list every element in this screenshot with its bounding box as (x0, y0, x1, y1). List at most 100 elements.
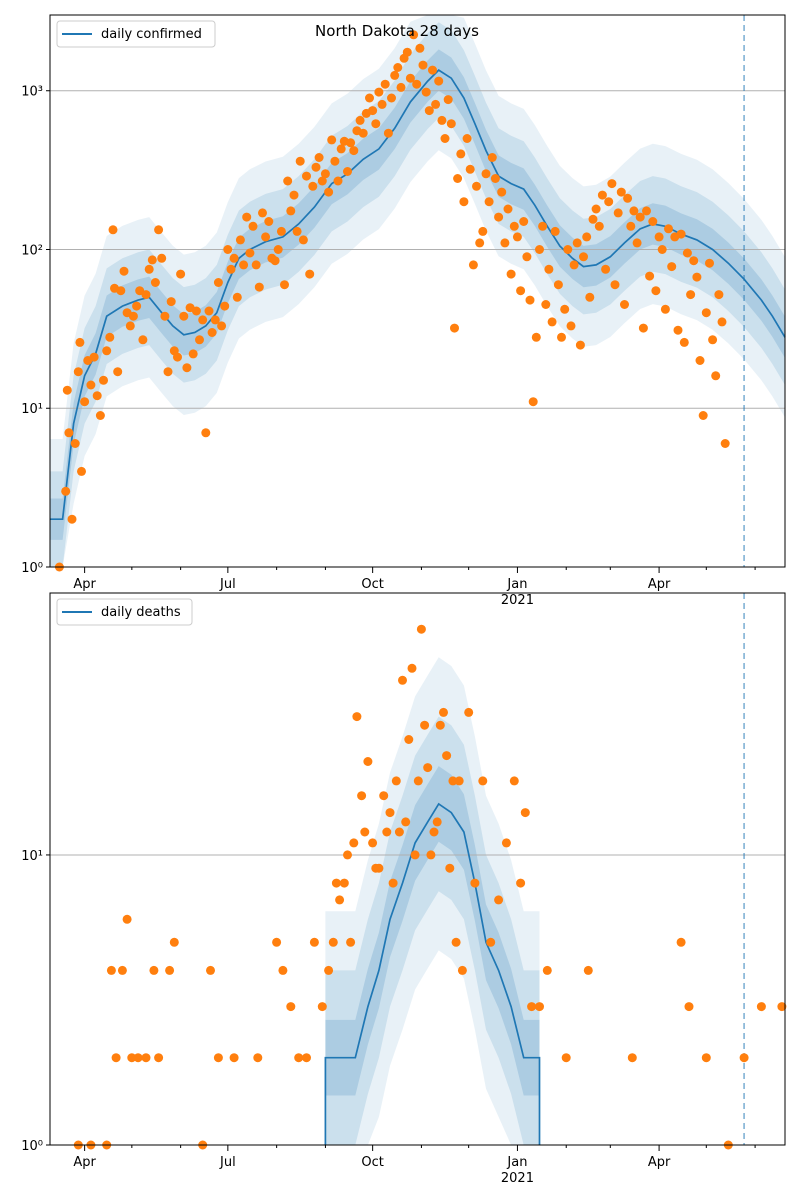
data-point (439, 707, 448, 717)
data-point (701, 308, 711, 318)
x-tick-label: Jul (219, 1155, 236, 1170)
data-point (550, 226, 560, 236)
data-point (673, 325, 683, 335)
data-point (442, 751, 452, 761)
data-point (756, 1002, 766, 1012)
data-point (588, 214, 598, 224)
data-point (535, 1002, 544, 1012)
data-point (382, 827, 392, 837)
data-point (519, 217, 529, 226)
data-point (138, 335, 148, 345)
data-point (324, 965, 334, 975)
data-point (292, 226, 302, 236)
data-point (270, 256, 280, 266)
data-point (149, 965, 159, 975)
data-point (478, 776, 488, 786)
data-point (412, 79, 422, 89)
confidence-band (50, 15, 785, 567)
data-point (676, 937, 686, 947)
data-point (132, 301, 142, 311)
data-point (490, 174, 500, 183)
data-point (163, 367, 173, 377)
confidence-band (325, 766, 540, 1145)
data-point (213, 1053, 223, 1063)
data-point (583, 965, 593, 975)
data-point (475, 238, 485, 248)
data-point (432, 817, 442, 827)
data-point (154, 225, 164, 235)
data-point (538, 221, 548, 231)
data-point (349, 146, 359, 156)
y-tick-label: 10¹ (21, 849, 43, 864)
data-point (421, 87, 431, 97)
data-point (133, 1053, 143, 1063)
data-point (739, 1053, 749, 1063)
data-point (407, 663, 417, 673)
data-point (127, 1053, 137, 1063)
data-point (648, 217, 658, 226)
x-tick-label: Jan (506, 577, 527, 592)
data-point (324, 187, 334, 197)
data-point (374, 863, 384, 873)
data-point (239, 260, 249, 270)
data-point (253, 1053, 263, 1063)
data-point (454, 776, 464, 786)
y-tick-label: 10¹ (21, 402, 43, 417)
data-point (95, 411, 105, 420)
data-point (254, 282, 264, 292)
data-point (141, 1053, 151, 1063)
data-point (501, 838, 511, 848)
plot-frame (49, 14, 786, 568)
data-point (154, 1053, 164, 1063)
data-point (689, 256, 699, 266)
data-point (462, 134, 472, 143)
data-point (232, 292, 242, 302)
data-point (195, 335, 204, 345)
data-point (657, 245, 667, 254)
data-point (102, 346, 112, 356)
data-point (684, 1002, 694, 1012)
data-point (541, 300, 551, 309)
data-point (429, 827, 439, 837)
data-point (235, 235, 245, 245)
data-point (317, 1002, 327, 1012)
data-point (632, 238, 642, 248)
data-point (363, 757, 373, 766)
data-point (116, 286, 126, 296)
data-point (426, 850, 436, 860)
data-point (566, 321, 576, 331)
data-point (286, 206, 296, 216)
data-point (717, 317, 727, 327)
data-point (379, 791, 389, 801)
data-point (99, 375, 108, 385)
data-point (708, 335, 718, 345)
data-point (434, 76, 444, 86)
data-point (144, 264, 154, 274)
confidence-band (325, 716, 540, 1145)
data-point (401, 817, 411, 827)
data-point (229, 253, 239, 263)
data-point (169, 937, 179, 947)
data-point (594, 221, 604, 231)
data-point (486, 937, 496, 947)
confidence-band (325, 657, 540, 1145)
data-point (125, 321, 135, 331)
y-tick-label: 10⁰ (21, 561, 43, 576)
data-point (298, 235, 308, 245)
series-marks (50, 15, 786, 572)
data-point (591, 204, 601, 214)
data-point (613, 208, 623, 218)
data-point (343, 167, 352, 176)
data-point (660, 304, 670, 314)
data-point (113, 367, 123, 377)
data-point (390, 70, 400, 80)
x-tick-label: Oct (361, 1155, 383, 1170)
data-point (516, 878, 526, 888)
data-point (289, 190, 299, 200)
data-point (198, 315, 208, 325)
data-point (150, 278, 160, 287)
data-point (349, 838, 359, 848)
data-point (335, 895, 345, 905)
data-point (610, 280, 620, 290)
